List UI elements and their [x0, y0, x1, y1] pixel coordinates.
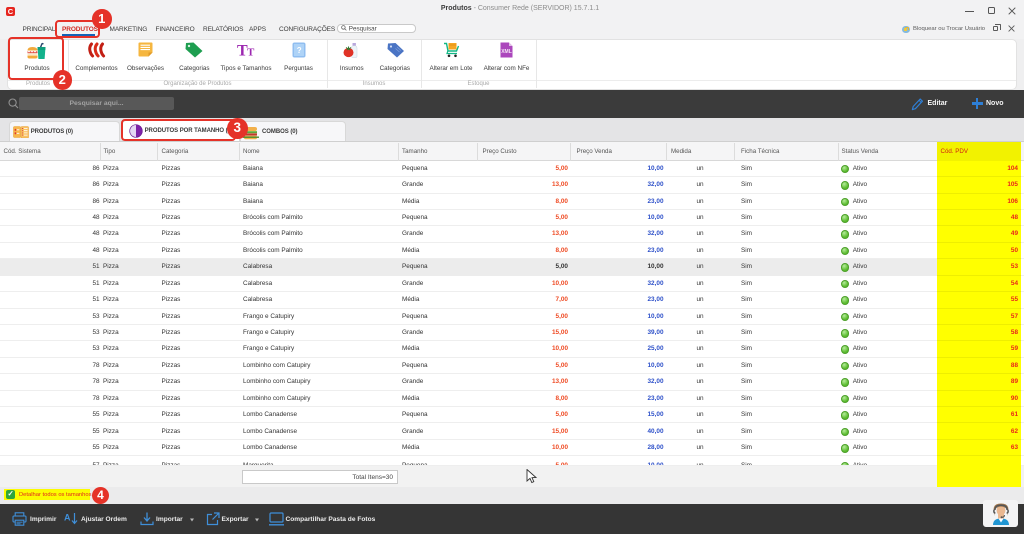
svg-text:T: T: [237, 43, 248, 58]
svg-text:XML: XML: [501, 49, 512, 55]
svg-text:A: A: [64, 513, 71, 523]
svg-text:?: ?: [296, 46, 301, 55]
svg-text:T: T: [247, 47, 255, 59]
